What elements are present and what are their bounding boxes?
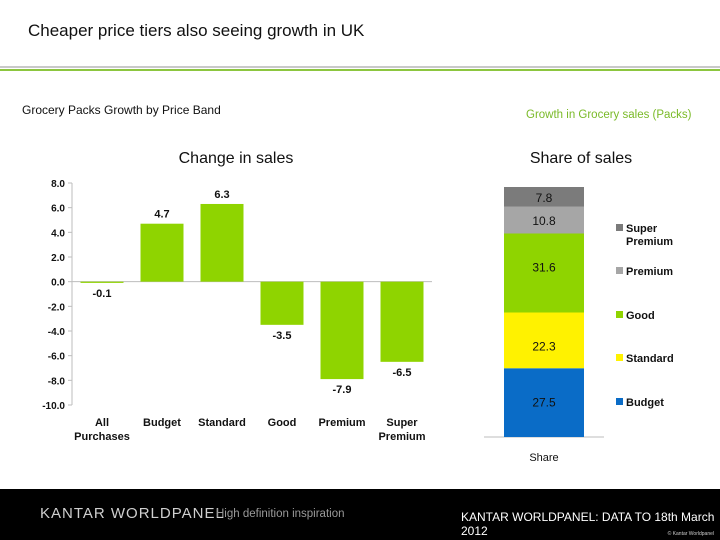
y-tick-label: 0.0 (51, 278, 65, 289)
stack-category-label: Share (529, 452, 558, 464)
legend-label: Super (626, 223, 658, 235)
bar-data-label: 6.3 (214, 189, 229, 201)
legend-swatch (616, 398, 623, 405)
legend-label: Good (626, 310, 655, 322)
stack-chart-title: Share of sales (530, 150, 632, 167)
legend-label: Premium (626, 266, 673, 278)
bar-data-label: -7.9 (333, 384, 352, 396)
footer-bar: KANTAR WORLDPANEL High definition inspir… (0, 489, 720, 540)
legend-swatch (616, 311, 623, 318)
x-category-label: Purchases (74, 431, 130, 443)
x-category-label: Good (268, 417, 297, 429)
y-tick-label: 4.0 (51, 228, 65, 239)
stack-segment (504, 233, 584, 313)
y-tick-label: -10.0 (42, 401, 65, 412)
x-category-label: Premium (318, 417, 365, 429)
y-tick-label: -6.0 (48, 352, 66, 363)
title-rule-green (0, 69, 720, 71)
legend-label: Premium (626, 236, 673, 248)
bar-data-label: -6.5 (393, 367, 412, 379)
stack-segment-label: 10.8 (532, 214, 556, 228)
kantar-logo: KANTAR WORLDPANEL (40, 505, 225, 522)
x-category-label: Standard (198, 417, 246, 429)
stack-segment-label: 7.8 (536, 191, 553, 205)
legend-swatch (616, 224, 623, 231)
x-category-label: All (95, 417, 109, 429)
bar (320, 281, 364, 380)
footer-copyright: © Kantar Worldpanel (667, 531, 714, 537)
page-title: Cheaper price tiers also seeing growth i… (28, 21, 365, 40)
legend-label: Budget (626, 397, 664, 409)
bar (260, 281, 304, 325)
stack-segment-label: 31.6 (532, 261, 556, 275)
footer-source: KANTAR WORLDPANEL: DATA TO 18th March 20… (461, 510, 715, 538)
bar-data-label: 4.7 (154, 209, 169, 221)
y-tick-label: 2.0 (51, 253, 65, 264)
y-tick-label: 6.0 (51, 204, 65, 215)
change-in-sales-chart: Change in sales 8.0 6.0 4.0 2.0 0.0 -2.0 -4.0 -6… (42, 150, 432, 443)
bar (380, 281, 424, 362)
y-tick-label: -2.0 (48, 302, 66, 313)
y-tick-label: -4.0 (48, 327, 66, 338)
x-category-label: Budget (143, 417, 181, 429)
y-tick-label: 8.0 (51, 179, 65, 190)
share-of-sales-chart: Share of sales 27.5 22.3 31.6 10.8 7.8 Share Su… (484, 150, 674, 464)
x-category-label: Premium (378, 431, 425, 443)
legend-label: Standard (626, 353, 674, 365)
stack-segment-label: 22.3 (532, 340, 556, 354)
stack-segment (504, 206, 584, 234)
bar-chart-title: Change in sales (179, 150, 294, 167)
y-tick-label: -8.0 (48, 376, 66, 387)
x-category-label: Super (386, 417, 418, 429)
legend-swatch (616, 354, 623, 361)
bar (80, 281, 124, 283)
title-rule-gray (0, 66, 720, 68)
stack-segment (504, 312, 584, 369)
bar-data-label: -0.1 (93, 288, 112, 300)
bar (140, 223, 184, 282)
bar-chart-subtitle: Grocery Packs Growth by Price Band (22, 103, 221, 117)
legend-swatch (616, 267, 623, 274)
bar (200, 203, 244, 282)
stack-segment (504, 368, 584, 437)
stack-segment-label: 27.5 (532, 395, 556, 409)
bar-data-label: -3.5 (273, 330, 292, 342)
footer-tagline: High definition inspiration (216, 508, 345, 520)
stack-chart-subtitle: Growth in Grocery sales (Packs) (526, 109, 692, 121)
stack-segment (504, 187, 584, 207)
